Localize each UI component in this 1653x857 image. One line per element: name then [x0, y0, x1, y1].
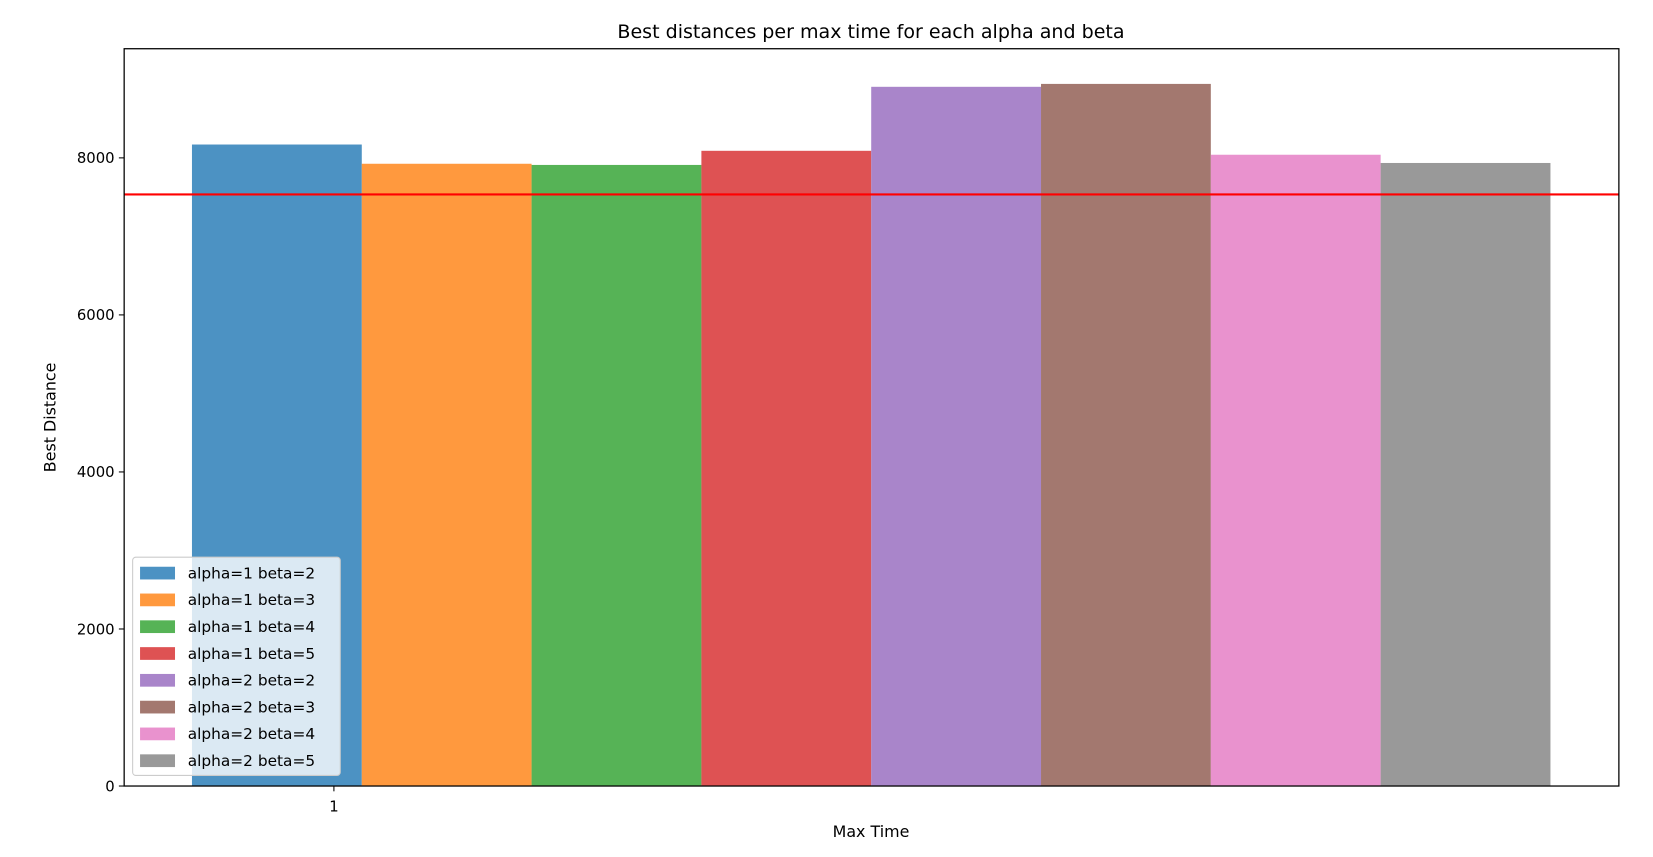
- chart-title: Best distances per max time for each alp…: [617, 21, 1124, 43]
- legend-swatch: [140, 727, 176, 741]
- legend-swatch: [140, 647, 176, 660]
- bar-alpha-1-beta-3: [361, 163, 532, 787]
- legend-swatch: [140, 620, 176, 634]
- bars: [191, 83, 1551, 787]
- legend-swatch: [140, 566, 176, 580]
- y-tick-label: 8000: [77, 150, 115, 167]
- legend-box: [132, 556, 341, 776]
- bar-alpha-1-beta-5: [701, 150, 872, 787]
- legend-label: alpha=2 beta=4: [188, 725, 315, 743]
- y-axis-ticks: 0 2000 4000 6000 8000: [77, 150, 125, 795]
- legend-swatch: [140, 673, 176, 687]
- axes-frame: [123, 48, 1620, 787]
- legend-label: alpha=1 beta=2: [188, 564, 315, 582]
- legend: alpha=1 beta=2 alpha=1 beta=3 alpha=1 beta…: [132, 556, 341, 776]
- legend-label: alpha=2 beta=3: [188, 698, 315, 716]
- legend-label: alpha=1 beta=5: [188, 645, 315, 663]
- y-axis-label: Best Distance: [40, 363, 59, 473]
- x-axis-label: Max Time: [833, 822, 910, 841]
- legend-swatch: [140, 593, 176, 607]
- bar-alpha-2-beta-4: [1210, 154, 1381, 787]
- bar-alpha-2-beta-5: [1380, 162, 1551, 787]
- y-tick-label: 2000: [77, 621, 115, 638]
- y-tick-label: 4000: [77, 464, 115, 481]
- y-tick-label: 0: [105, 778, 114, 795]
- legend-label: alpha=1 beta=4: [188, 618, 315, 636]
- y-tick-label: 6000: [77, 307, 115, 324]
- legend-swatch: [140, 700, 176, 714]
- legend-label: alpha=2 beta=2: [188, 672, 315, 690]
- bar-alpha-2-beta-3: [1041, 83, 1211, 787]
- x-axis-ticks: 1: [329, 786, 339, 815]
- legend-swatch: [140, 754, 176, 768]
- x-tick-label: 1: [329, 798, 338, 815]
- bar-alpha-1-beta-4: [531, 164, 702, 787]
- legend-label: alpha=2 beta=5: [188, 752, 315, 770]
- legend-label: alpha=1 beta=3: [188, 591, 315, 609]
- bar-alpha-2-beta-2: [871, 86, 1042, 787]
